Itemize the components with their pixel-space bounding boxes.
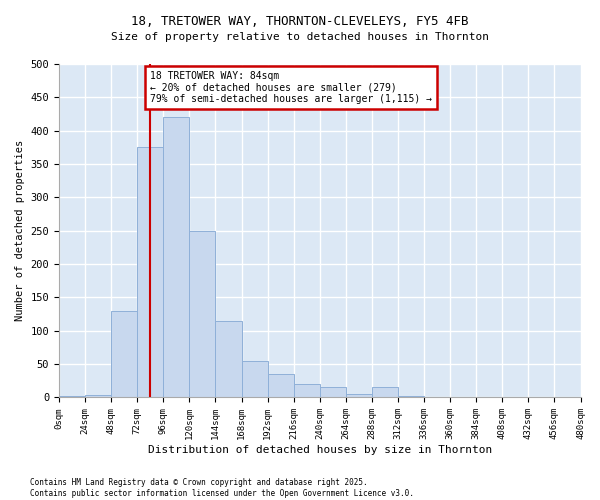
Bar [268, 374, 293, 398]
Bar [372, 388, 398, 398]
Bar [398, 396, 424, 398]
Bar [242, 361, 268, 398]
Bar [111, 311, 137, 398]
Text: 18 TRETOWER WAY: 84sqm
← 20% of detached houses are smaller (279)
79% of semi-de: 18 TRETOWER WAY: 84sqm ← 20% of detached… [150, 70, 432, 104]
Text: Size of property relative to detached houses in Thornton: Size of property relative to detached ho… [111, 32, 489, 42]
Bar [163, 118, 190, 398]
Bar [137, 148, 163, 398]
Bar [59, 396, 85, 398]
Text: Contains HM Land Registry data © Crown copyright and database right 2025.
Contai: Contains HM Land Registry data © Crown c… [30, 478, 414, 498]
Bar [293, 384, 320, 398]
Bar [85, 396, 111, 398]
Bar [320, 388, 346, 398]
Bar [215, 321, 242, 398]
Y-axis label: Number of detached properties: Number of detached properties [15, 140, 25, 322]
Text: 18, TRETOWER WAY, THORNTON-CLEVELEYS, FY5 4FB: 18, TRETOWER WAY, THORNTON-CLEVELEYS, FY… [131, 15, 469, 28]
Bar [346, 394, 372, 398]
X-axis label: Distribution of detached houses by size in Thornton: Distribution of detached houses by size … [148, 445, 492, 455]
Bar [190, 230, 215, 398]
